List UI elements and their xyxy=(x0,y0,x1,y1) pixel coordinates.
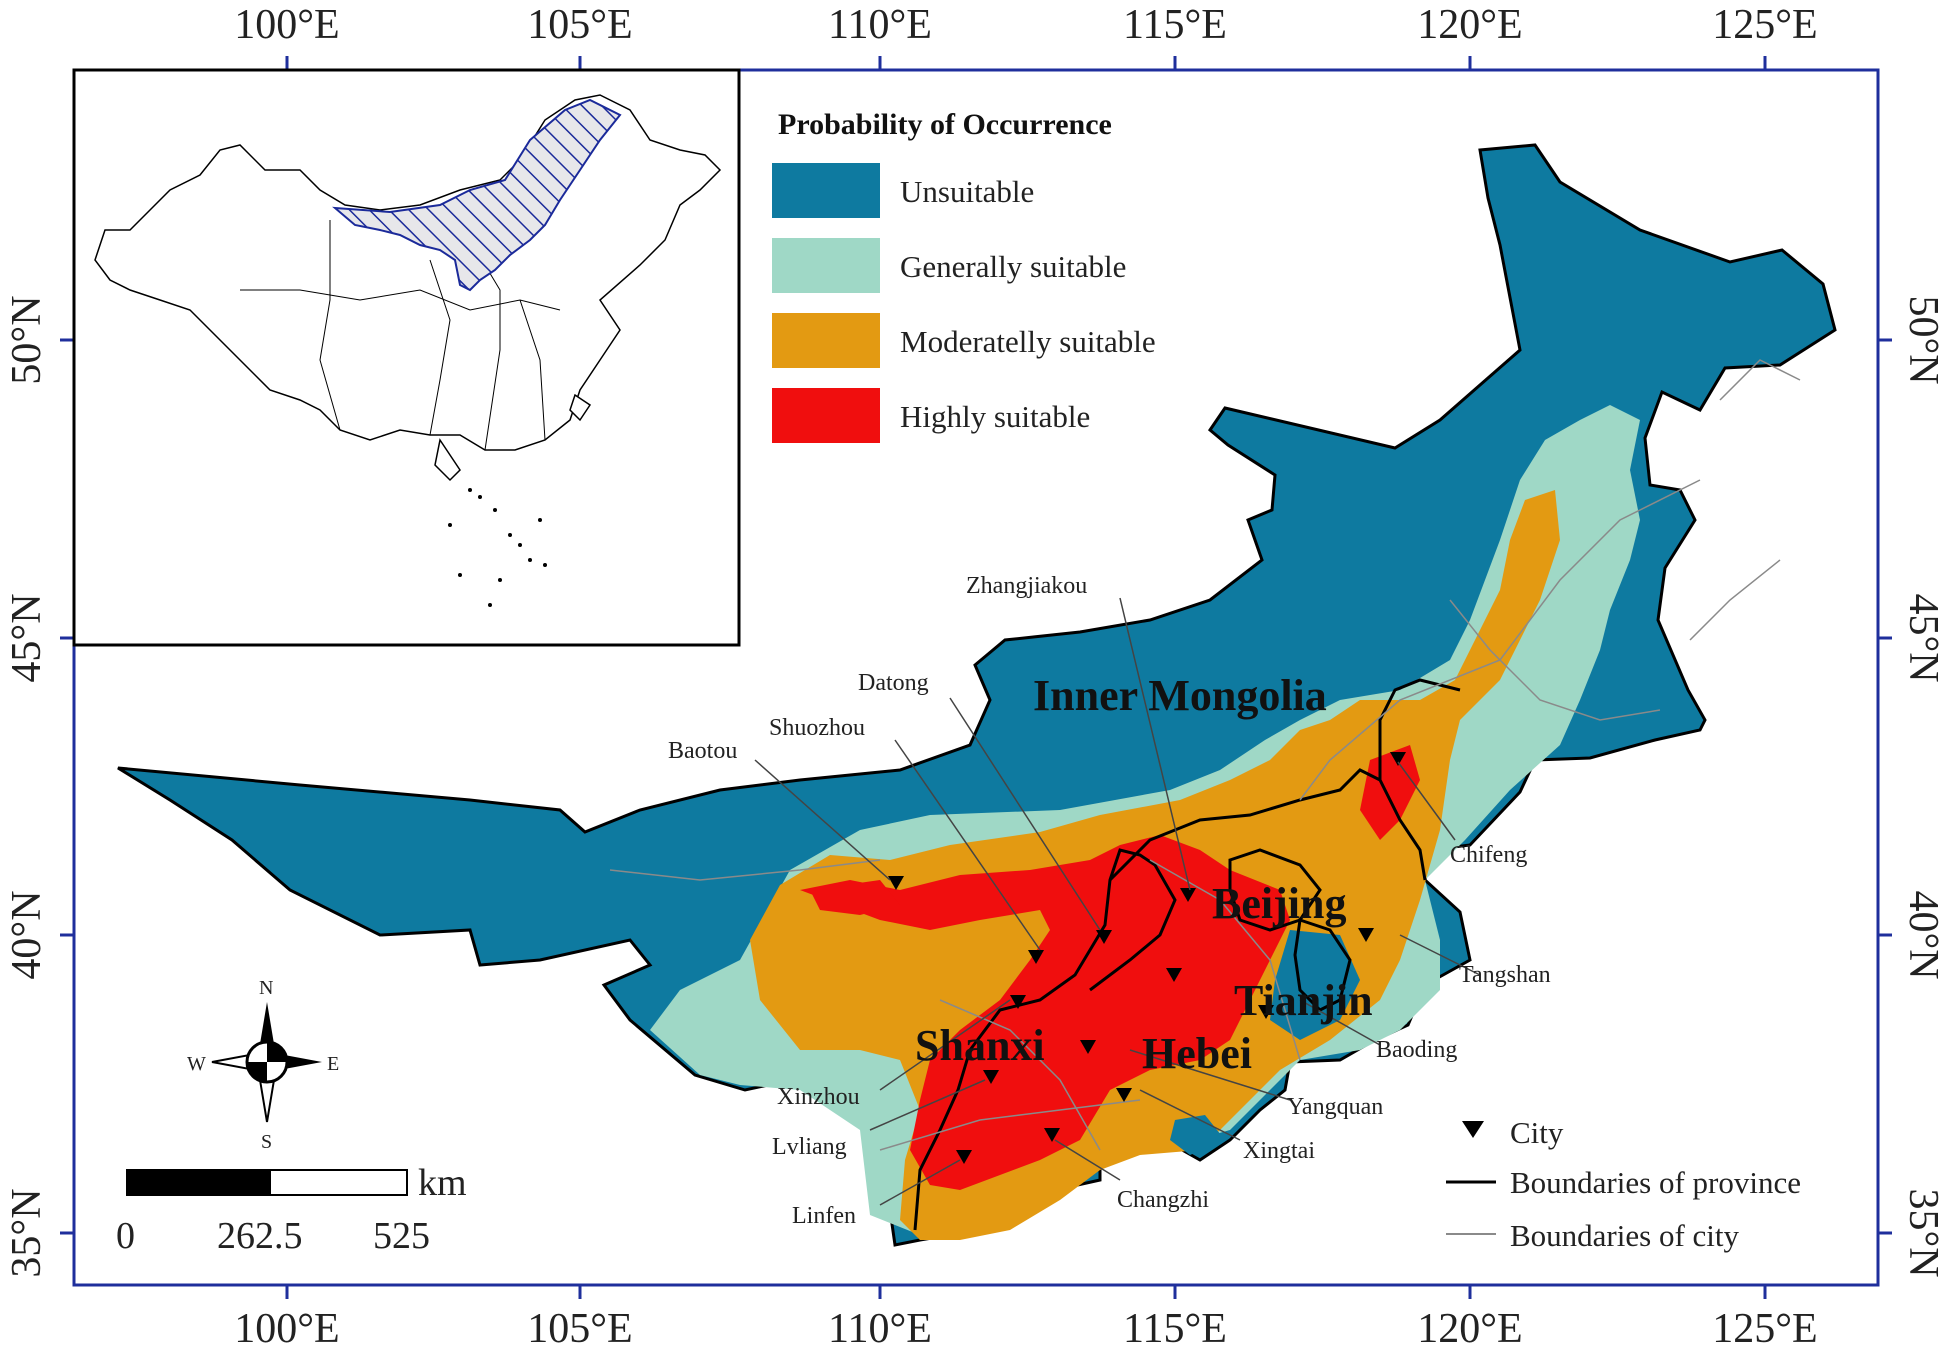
inset-inner-lines xyxy=(240,220,561,451)
legend-label-generally-suitable: Generally suitable xyxy=(900,249,1126,284)
city-label-tangshan: Tangshan xyxy=(1459,962,1551,988)
province-label-shanxi: Shanxi xyxy=(915,1021,1045,1070)
city-marker-icon xyxy=(1116,1088,1132,1102)
legend-label-unsuitable: Unsuitable xyxy=(900,174,1034,209)
legend-label-moderately-suitable: Moderatelly suitable xyxy=(900,324,1156,359)
map-key-city-boundary: Boundaries of city xyxy=(1510,1218,1740,1253)
city-markers xyxy=(888,752,1406,1164)
bottom-tick-label: 105°E xyxy=(527,1306,632,1352)
top-tick-label: 100°E xyxy=(234,2,339,48)
city-key-icon xyxy=(1462,1121,1484,1138)
city-label-xingtai: Xingtai xyxy=(1243,1138,1315,1164)
leader-lines xyxy=(754,597,1481,1206)
left-tick-label: 40°N xyxy=(4,890,50,979)
city-marker-icon xyxy=(1258,1005,1274,1019)
scale-bar: km 0 262.5 525 xyxy=(116,1162,467,1257)
bottom-tick-label: 125°E xyxy=(1712,1306,1817,1352)
legend-swatch-generally-suitable xyxy=(772,238,880,293)
top-tick-label: 110°E xyxy=(828,2,932,48)
city-marker-icon xyxy=(1044,1128,1060,1142)
legend-swatch-highly-suitable xyxy=(772,388,880,443)
left-tick-label: 50°N xyxy=(4,295,50,384)
city-marker-icon xyxy=(1166,968,1182,982)
province-label-tianjin: Tianjin xyxy=(1234,976,1373,1025)
bottom-tick-label: 115°E xyxy=(1123,1306,1227,1352)
right-tick-label: 50°N xyxy=(1900,295,1946,384)
scale-unit: km xyxy=(418,1162,467,1204)
left-axis-labels: 50°N 45°N 40°N 35°N xyxy=(4,295,50,1277)
city-label-baoding: Baoding xyxy=(1376,1037,1457,1063)
highly-suitable-patch xyxy=(810,880,900,915)
legend-swatch-unsuitable xyxy=(772,163,880,218)
top-axis-labels: 100°E 105°E 110°E 115°E 120°E 125°E xyxy=(234,2,1817,48)
axis-ticks xyxy=(60,56,1892,1299)
compass-rose-icon: N S W E xyxy=(187,977,339,1153)
city-marker-icon xyxy=(1390,752,1406,766)
top-tick-label: 125°E xyxy=(1712,2,1817,48)
top-tick-label: 115°E xyxy=(1123,2,1227,48)
city-label-xinzhou: Xinzhou xyxy=(777,1084,860,1110)
legend-title: Probability of Occurrence xyxy=(778,108,1112,141)
legend-swatch-moderately-suitable xyxy=(772,313,880,368)
compass-e: E xyxy=(327,1053,339,1075)
bottom-axis-labels: 100°E 105°E 110°E 115°E 120°E 125°E xyxy=(234,1306,1817,1352)
city-marker-icon xyxy=(1028,950,1044,964)
city-label-baotou: Baotou xyxy=(668,738,737,764)
bottom-tick-label: 120°E xyxy=(1417,1306,1522,1352)
city-marker-icon xyxy=(1358,928,1374,942)
city-label-changzhi: Changzhi xyxy=(1117,1187,1209,1213)
scale-label-mid: 262.5 xyxy=(217,1215,303,1257)
city-boundaries xyxy=(609,359,1801,1151)
province-labels: Inner Mongolia Beijing Tianjin Shanxi He… xyxy=(915,671,1373,1078)
left-tick-label: 45°N xyxy=(4,593,50,682)
city-marker-icon xyxy=(1080,1040,1096,1054)
province-label-hebei: Hebei xyxy=(1142,1029,1252,1078)
right-tick-label: 40°N xyxy=(1900,890,1946,979)
bottom-tick-label: 110°E xyxy=(828,1306,932,1352)
compass-n: N xyxy=(259,977,273,999)
province-label-inner-mongolia: Inner Mongolia xyxy=(1033,671,1327,720)
right-tick-label: 35°N xyxy=(1900,1188,1946,1277)
legend-label-highly-suitable: Highly suitable xyxy=(900,399,1090,434)
city-marker-icon xyxy=(1010,995,1026,1009)
city-label-yangquan: Yangquan xyxy=(1287,1094,1383,1120)
top-tick-label: 120°E xyxy=(1417,2,1522,48)
compass-s: S xyxy=(261,1131,272,1153)
map-key-province-boundary: Boundaries of province xyxy=(1510,1165,1801,1200)
highly-suitable-patch xyxy=(1360,745,1420,840)
city-labels: Zhangjiakou Datong Shuozhou Baotou Chife… xyxy=(668,573,1551,1229)
city-label-lvliang: Lvliang xyxy=(772,1134,847,1160)
scale-label-0: 0 xyxy=(116,1215,135,1257)
map-key: City Boundaries of province Boundaries o… xyxy=(1446,1115,1801,1253)
bottom-tick-label: 100°E xyxy=(234,1306,339,1352)
province-boundaries xyxy=(913,678,1461,1231)
city-label-linfen: Linfen xyxy=(792,1203,856,1229)
left-tick-label: 35°N xyxy=(4,1188,50,1277)
city-marker-icon xyxy=(983,1070,999,1084)
top-tick-label: 105°E xyxy=(527,2,632,48)
province-label-beijing: Beijing xyxy=(1212,879,1346,928)
legend: Probability of Occurrence Unsuitable Gen… xyxy=(772,108,1156,443)
compass-w: W xyxy=(187,1053,206,1075)
city-label-chifeng: Chifeng xyxy=(1450,842,1527,868)
highly-suitable-zone xyxy=(800,835,1290,1190)
city-marker-icon xyxy=(888,876,904,890)
right-tick-label: 45°N xyxy=(1900,593,1946,682)
city-marker-icon xyxy=(1096,930,1112,944)
right-axis-labels: 50°N 45°N 40°N 35°N xyxy=(1900,295,1946,1277)
city-label-zhangjiakou: Zhangjiakou xyxy=(966,573,1087,599)
inset-study-region xyxy=(332,98,622,292)
scale-label-max: 525 xyxy=(373,1215,430,1257)
unsuitable-patch xyxy=(1270,930,1360,1040)
inset-islands xyxy=(448,488,547,607)
city-marker-icon xyxy=(1180,888,1196,902)
city-label-shuozhou: Shuozhou xyxy=(769,715,865,741)
city-label-datong: Datong xyxy=(858,670,929,696)
map-key-city: City xyxy=(1510,1115,1564,1150)
city-marker-icon xyxy=(956,1150,972,1164)
